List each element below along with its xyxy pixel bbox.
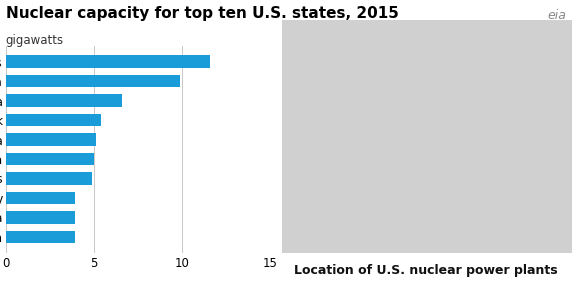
- Bar: [6, 172, 92, 185]
- Bar: [6, 192, 75, 204]
- Bar: [6, 133, 95, 146]
- Bar: [6, 94, 122, 107]
- Text: Nuclear capacity for top ten U.S. states, 2015: Nuclear capacity for top ten U.S. states…: [6, 6, 398, 21]
- Text: eia: eia: [547, 9, 566, 22]
- Bar: [6, 75, 181, 88]
- Bar: [6, 153, 94, 165]
- Bar: [6, 211, 75, 224]
- Text: gigawatts: gigawatts: [6, 34, 64, 47]
- Bar: [6, 114, 101, 126]
- Bar: [6, 230, 75, 243]
- Bar: [6, 55, 210, 68]
- Text: Location of U.S. nuclear power plants: Location of U.S. nuclear power plants: [294, 264, 557, 277]
